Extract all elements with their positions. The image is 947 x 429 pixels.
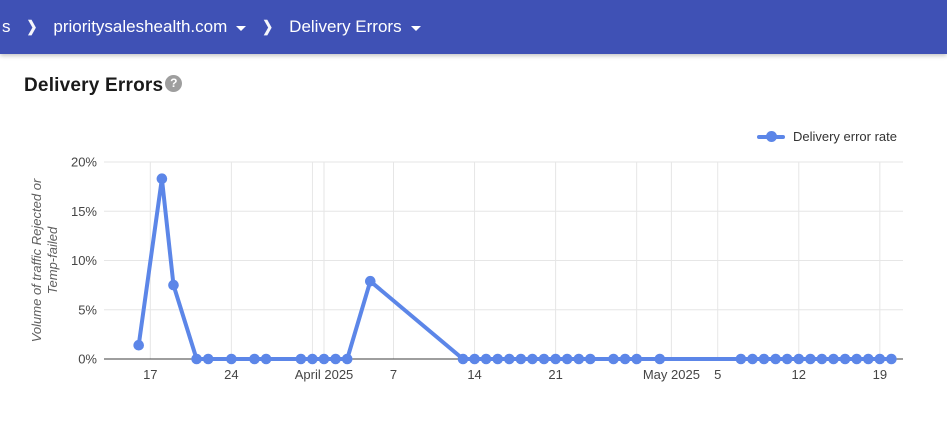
top-app-bar: s ❯ prioritysaleshealth.com ❯ Delivery E… bbox=[0, 0, 947, 54]
chart-point[interactable] bbox=[874, 353, 886, 365]
chart-point[interactable] bbox=[654, 353, 666, 365]
chart-point[interactable] bbox=[457, 353, 469, 365]
chart-point[interactable] bbox=[133, 339, 144, 351]
y-tick-label: 5% bbox=[78, 302, 97, 317]
chart-legend: Delivery error rate bbox=[756, 129, 897, 144]
chart-point[interactable] bbox=[758, 353, 770, 365]
breadcrumb-page-label: Delivery Errors bbox=[289, 17, 402, 36]
chart-point[interactable] bbox=[561, 353, 573, 365]
chart-point[interactable] bbox=[469, 353, 480, 365]
chart-point[interactable] bbox=[295, 353, 307, 365]
chart-point[interactable] bbox=[527, 353, 538, 365]
y-axis-title: Volume of traffic Rejected or bbox=[29, 178, 44, 342]
chart-point[interactable] bbox=[747, 353, 758, 365]
chart-point[interactable] bbox=[735, 353, 747, 365]
chart-line bbox=[136, 176, 894, 361]
chart-point[interactable] bbox=[839, 353, 851, 365]
x-tick-label: 21 bbox=[548, 367, 562, 382]
chart-point[interactable] bbox=[585, 353, 596, 365]
chart-point[interactable] bbox=[619, 353, 631, 365]
page-title-row: Delivery Errors ? bbox=[24, 75, 183, 96]
help-icon[interactable]: ? bbox=[165, 75, 183, 92]
chart-point[interactable] bbox=[226, 353, 237, 365]
chevron-right-icon: ❯ bbox=[262, 17, 274, 36]
legend-dot bbox=[765, 131, 777, 142]
chart-point[interactable] bbox=[330, 353, 341, 365]
breadcrumb-page-menu[interactable]: Delivery Errors bbox=[289, 17, 421, 37]
chart-point[interactable] bbox=[631, 353, 642, 365]
chart-point[interactable] bbox=[249, 353, 260, 365]
chart-point[interactable] bbox=[307, 353, 318, 365]
y-tick-label: 10% bbox=[71, 253, 97, 268]
chart-point[interactable] bbox=[341, 353, 353, 365]
chart-point[interactable] bbox=[793, 353, 805, 365]
breadcrumb-domains-fragment[interactable]: s bbox=[2, 17, 11, 36]
chart-point[interactable] bbox=[168, 279, 179, 291]
chart-point[interactable] bbox=[318, 353, 330, 365]
chart-point[interactable] bbox=[573, 353, 585, 365]
chart-point[interactable] bbox=[504, 353, 515, 365]
legend-line-dot-icon bbox=[756, 131, 785, 142]
x-tick-label: 24 bbox=[224, 367, 238, 382]
x-tick-label: 5 bbox=[714, 367, 721, 382]
chart-point[interactable] bbox=[260, 353, 272, 365]
x-tick-label: May 2025 bbox=[643, 367, 700, 382]
chart-point[interactable] bbox=[828, 353, 839, 365]
chart-point[interactable] bbox=[781, 353, 793, 365]
x-tick-label: 7 bbox=[390, 367, 397, 382]
chart-point[interactable] bbox=[538, 353, 550, 365]
chart-point[interactable] bbox=[550, 353, 561, 365]
y-tick-label: 0% bbox=[78, 352, 97, 367]
breadcrumb-domain-menu[interactable]: prioritysaleshealth.com bbox=[53, 17, 247, 37]
page-title: Delivery Errors bbox=[24, 75, 164, 96]
x-tick-label: 14 bbox=[467, 367, 481, 382]
chart-point[interactable] bbox=[851, 353, 862, 365]
chart-point[interactable] bbox=[863, 353, 874, 365]
chart-point[interactable] bbox=[191, 353, 202, 365]
y-axis-title: Temp-failed bbox=[45, 226, 60, 294]
chart-point[interactable] bbox=[492, 353, 504, 365]
chevron-right-icon: ❯ bbox=[26, 17, 38, 36]
chart-point[interactable] bbox=[608, 353, 619, 365]
dropdown-caret-icon bbox=[410, 25, 421, 31]
dropdown-caret-icon bbox=[236, 25, 247, 31]
chart-point[interactable] bbox=[770, 353, 781, 365]
chart-point[interactable] bbox=[156, 173, 168, 184]
chart-point[interactable] bbox=[805, 353, 816, 365]
legend-label: Delivery error rate bbox=[792, 129, 897, 144]
chart-point[interactable] bbox=[515, 353, 527, 365]
y-tick-label: 20% bbox=[71, 155, 97, 170]
x-tick-label: 17 bbox=[143, 367, 157, 382]
y-tick-label: 15% bbox=[71, 204, 97, 219]
x-tick-label: 12 bbox=[792, 367, 806, 382]
chart-point[interactable] bbox=[886, 353, 897, 365]
chart-point[interactable] bbox=[816, 353, 828, 365]
x-tick-label: April 2025 bbox=[295, 367, 354, 382]
breadcrumb-domain-label: prioritysaleshealth.com bbox=[53, 17, 228, 36]
chart-point[interactable] bbox=[202, 353, 214, 365]
chart-point[interactable] bbox=[365, 275, 376, 287]
chart-point[interactable] bbox=[480, 353, 492, 365]
x-tick-label: 19 bbox=[873, 367, 887, 382]
delivery-errors-chart: 0% 5% 10% 15% 20% 17 24 April 2025 7 14 21 May 2025… bbox=[29, 155, 903, 382]
